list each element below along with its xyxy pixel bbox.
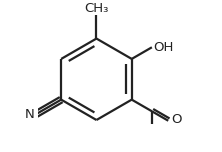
Text: O: O (171, 113, 181, 126)
Text: OH: OH (154, 41, 174, 54)
Text: N: N (25, 108, 35, 121)
Text: CH₃: CH₃ (84, 2, 109, 15)
